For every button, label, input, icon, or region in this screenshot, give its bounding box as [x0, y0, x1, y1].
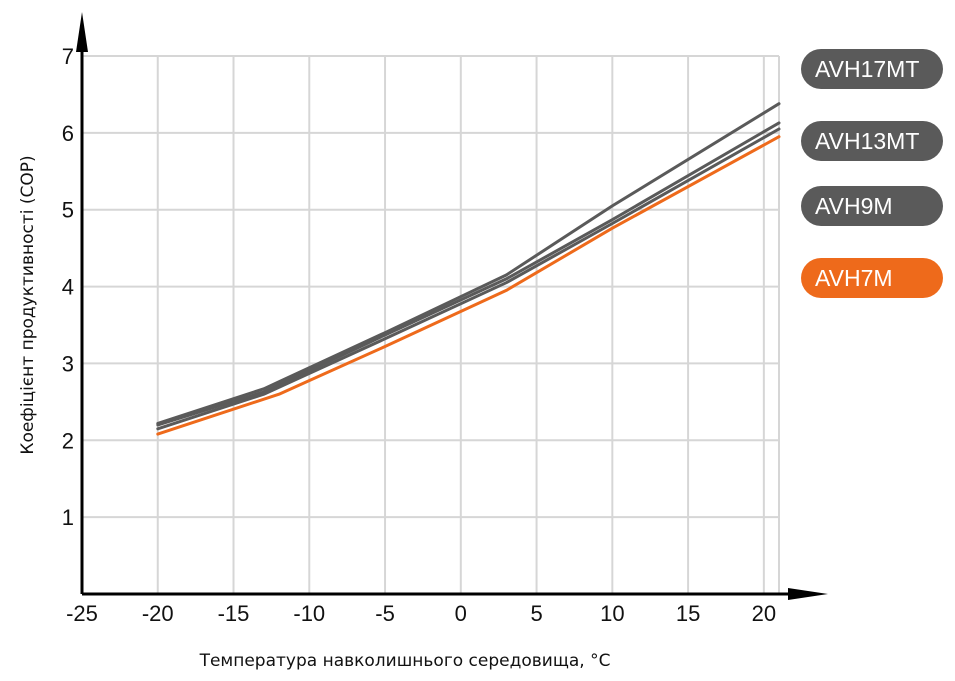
y-tick-label: 1: [62, 505, 74, 530]
legend-item-label: AVH7M: [815, 264, 893, 291]
series-line-avh7m: [156, 135, 781, 436]
x-tick-label: 5: [530, 601, 542, 626]
series-line-avh17mt: [156, 102, 781, 425]
y-tick-label: 5: [62, 198, 74, 223]
x-tick-label: -5: [375, 601, 395, 626]
x-axis-arrow: [788, 588, 828, 600]
legend-item-label: AVH17MT: [815, 55, 920, 82]
y-tick-label: 3: [62, 351, 74, 376]
x-tick-label: -25: [66, 601, 98, 626]
y-tick-label: 6: [62, 121, 74, 146]
legend-item-label: AVH9M: [815, 192, 893, 219]
legend-item-label: AVH13MT: [815, 127, 920, 154]
x-tick-label: 15: [676, 601, 700, 626]
series-line-avh13mt: [156, 121, 781, 427]
x-tick-label: 0: [455, 601, 467, 626]
x-tick-label: -20: [142, 601, 174, 626]
legend-item-avh7m: AVH7M: [801, 258, 943, 298]
y-tick-label: 4: [62, 275, 74, 300]
axes: [76, 12, 828, 600]
x-tick-label: -10: [293, 601, 325, 626]
legend-item-avh9m: AVH9M: [801, 186, 943, 226]
legend-item-avh17mt: AVH17MT: [801, 49, 943, 89]
series-lines: [156, 102, 781, 436]
x-tick-label: 10: [600, 601, 624, 626]
y-axis-title: Коефіцієнт продуктивності (COP): [18, 155, 38, 454]
x-axis-title: Температура навколишнього середовища, °C: [199, 651, 611, 671]
x-tick-label: 20: [752, 601, 776, 626]
x-tick-label: -15: [218, 601, 250, 626]
y-axis-arrow: [76, 12, 88, 52]
y-tick-labels: 1 2 3 4 5 6 7: [62, 44, 74, 530]
y-tick-label: 7: [62, 44, 74, 69]
series-line-avh9m: [156, 127, 781, 431]
y-tick-label: 2: [62, 428, 74, 453]
grid-lines: [82, 55, 780, 594]
x-tick-labels: -25 -20 -15 -10 -5 0 5 10 15 20: [66, 601, 776, 626]
legend-item-avh13mt: AVH13MT: [801, 121, 943, 161]
